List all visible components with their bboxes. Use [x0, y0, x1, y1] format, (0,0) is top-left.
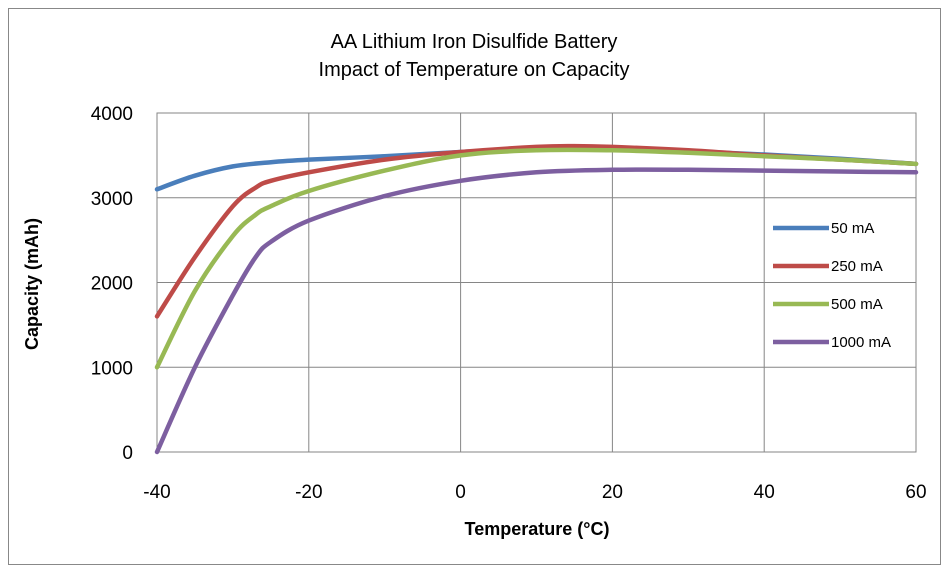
legend-label-250-ma: 250 mA [831, 258, 883, 275]
legend-label-50-ma: 50 mA [831, 220, 874, 237]
x-tick-label: 60 [905, 482, 926, 503]
chart-title-line-2: Impact of Temperature on Capacity [319, 59, 630, 81]
chart-frame [8, 8, 941, 565]
x-tick-label: -20 [295, 482, 322, 503]
x-tick-label: -40 [143, 482, 170, 503]
x-tick-label: 0 [455, 482, 466, 503]
y-tick-label: 3000 [91, 189, 133, 210]
x-tick-labels: -40 -20 0 20 40 60 [143, 482, 926, 503]
chart-title-line-1: AA Lithium Iron Disulfide Battery [331, 31, 618, 53]
legend-label-1000-ma: 1000 mA [831, 334, 891, 351]
y-tick-label: 4000 [91, 104, 133, 125]
y-tick-label: 1000 [91, 358, 133, 379]
y-tick-label: 2000 [91, 274, 133, 295]
x-tick-label: 40 [754, 482, 775, 503]
y-tick-label: 0 [122, 443, 133, 464]
y-tick-labels: 0 1000 2000 3000 4000 [91, 104, 133, 464]
series-layer [154, 143, 919, 455]
legend-label-500-ma: 500 mA [831, 296, 883, 313]
series-line-1000-ma [154, 167, 919, 455]
series-line-500-ma [154, 147, 919, 370]
y-axis-label: Capacity (mAh) [22, 218, 42, 350]
x-axis-label: Temperature (°C) [465, 519, 610, 539]
legend: 50 mA 250 mA 500 mA 1000 mA [773, 220, 891, 351]
x-tick-label: 20 [602, 482, 623, 503]
plot-area-border [156, 112, 917, 453]
